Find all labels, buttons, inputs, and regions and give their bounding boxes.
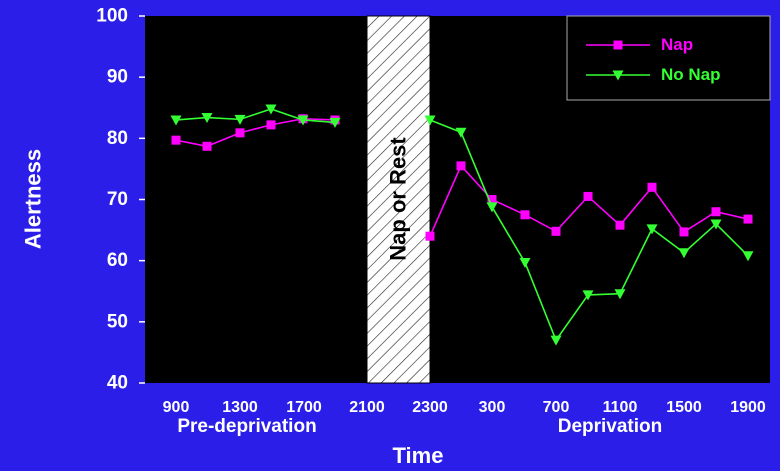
legend-marker-no-nap [612,70,624,81]
y-tick-label-90: 90 [107,67,128,88]
legend-label-no-nap: No Nap [661,65,721,84]
legend: Nap No Nap [566,15,771,101]
point-nap-2-900 [583,191,593,201]
legend-marker-nap [613,40,623,50]
point-no-nap-2-700 [550,335,562,346]
point-nap-2-1700 [711,207,721,217]
point-no-nap-1-1900 [329,117,341,128]
x-tick-label-1700: 1700 [286,399,322,416]
point-no-nap-2-1900 [742,251,754,262]
point-nap-2-100 [456,161,466,171]
point-no-nap-2-500 [519,258,531,269]
x-tick-label-1900: 1900 [730,399,766,416]
legend-box [566,15,771,101]
point-no-nap-2-1100 [614,289,626,300]
point-nap-1-1100 [202,141,212,151]
point-nap-2-2300 [425,231,435,241]
x-tick-label-2300: 2300 [412,399,448,416]
point-nap-2-300 [487,195,497,204]
series-nap [171,114,753,241]
point-no-nap-2-100 [455,127,467,138]
x-tick-label-2100: 2100 [349,399,385,416]
y-tick-label-40: 40 [107,373,128,394]
point-no-nap-2-1700 [710,219,722,230]
point-nap-2-1100 [615,220,625,230]
point-nap-2-1900 [743,214,753,224]
group-label-pre-deprivation: Pre-deprivation [177,416,316,437]
y-tick-label-50: 50 [107,311,128,332]
point-no-nap-1-1300 [234,114,246,125]
y-tick-label-70: 70 [107,189,128,210]
point-nap-2-1500 [679,227,689,237]
point-no-nap-2-900 [582,290,594,301]
point-no-nap-2-1500 [678,248,690,259]
x-tick-label-700: 700 [543,399,570,416]
x-axis: 900 1300 1700 2100 2300 300 700 1100 1500 1900 [163,399,766,416]
group-label-deprivation: Deprivation [558,416,663,437]
x-tick-label-1100: 1100 [603,399,638,416]
y-tick-label-80: 80 [107,128,128,149]
x-tick-label-1300: 1300 [222,399,258,416]
y-axis-title: Alertness [21,149,46,249]
point-no-nap-1-1100 [201,113,213,124]
point-nap-2-1300 [647,182,657,192]
y-tick-label-60: 60 [107,250,128,271]
point-nap-1-900 [171,135,181,145]
x-axis-title: Time [393,443,444,468]
point-nap-1-1500 [266,120,276,130]
nap-or-rest-label: Nap or Rest [386,137,411,261]
y-tick-label-100: 100 [96,6,128,27]
x-tick-label-1500: 1500 [666,399,702,416]
point-no-nap-2-300 [486,202,498,213]
y-axis: 40 50 60 70 80 90 100 [96,6,145,394]
series-layer [170,104,754,346]
point-no-nap-1-1500 [265,104,277,115]
point-nap-2-700 [551,226,561,236]
point-no-nap-2-2300 [424,115,436,126]
x-tick-label-300: 300 [479,399,506,416]
series-line-no-nap-1 [175,108,336,124]
x-tick-label-900: 900 [163,399,190,416]
nap-or-rest-band [366,15,431,384]
point-nap-1-1300 [235,128,245,138]
legend-label-nap: Nap [661,35,693,54]
point-nap-2-500 [520,210,530,220]
point-no-nap-1-1700 [297,115,309,126]
series-no-nap [170,104,754,346]
point-no-nap-1-900 [170,115,182,126]
series-line-nap-1 [175,117,336,148]
point-no-nap-2-1300 [646,224,658,235]
